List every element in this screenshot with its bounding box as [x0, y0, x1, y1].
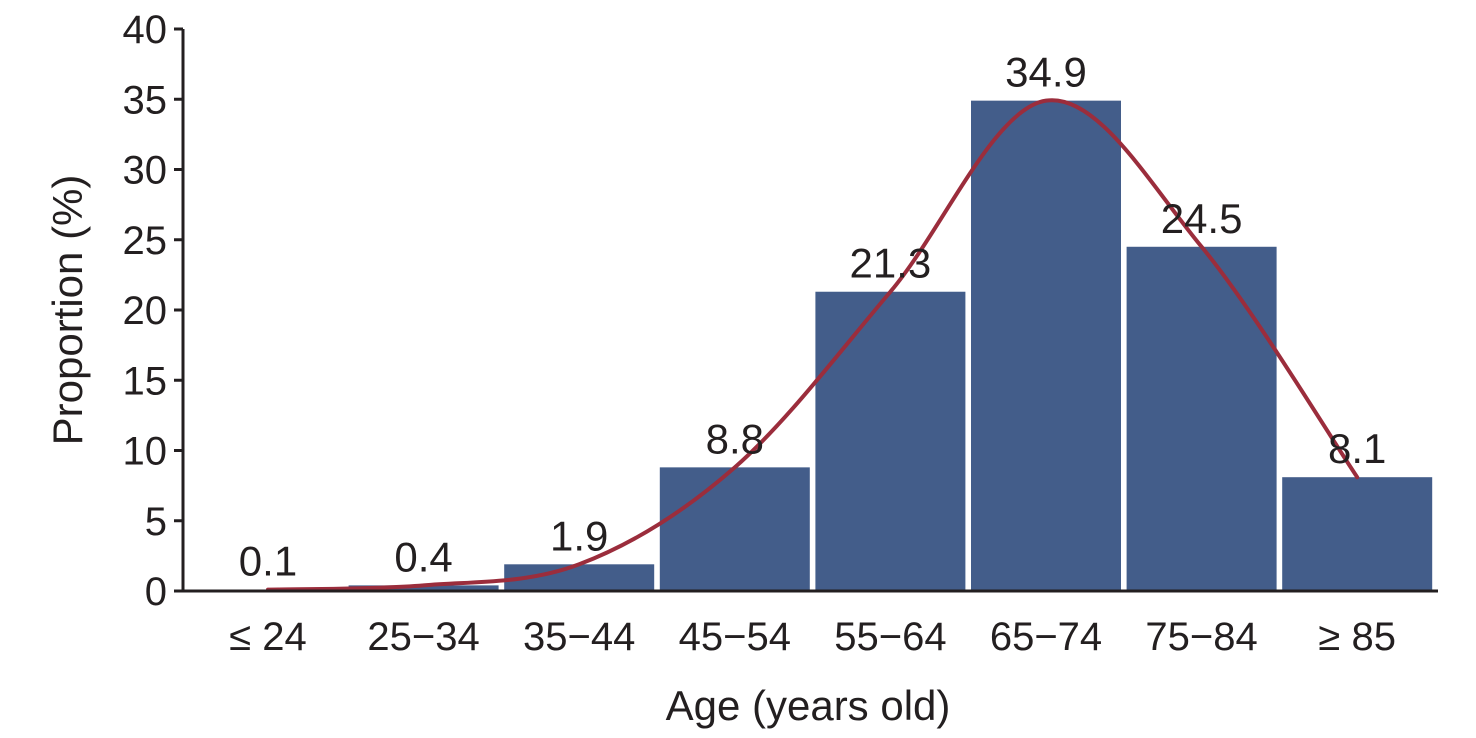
bar-6 — [1126, 246, 1277, 591]
y-tick-label-5: 25 — [123, 219, 168, 263]
data-label-3: 8.8 — [706, 415, 764, 462]
bar-7 — [1282, 477, 1433, 591]
bar-4 — [815, 291, 966, 591]
data-label-6: 24.5 — [1161, 195, 1243, 242]
y-tick-label-2: 10 — [123, 430, 168, 474]
x-tick-label-0: ≤ 24 — [229, 615, 307, 659]
x-tick-label-6: 75−84 — [1145, 615, 1257, 659]
y-tick-label-6: 30 — [123, 149, 168, 193]
y-tick-label-0: 0 — [145, 570, 167, 614]
trend-curve-layer — [266, 98, 1360, 592]
x-tick-label-4: 55−64 — [834, 615, 946, 659]
y-axis-title: Proportion (%) — [44, 175, 91, 446]
x-tick-label-1: 25−34 — [367, 615, 479, 659]
y-tick-label-3: 15 — [123, 359, 168, 403]
y-tick-label-8: 40 — [123, 8, 168, 52]
bar-1 — [348, 585, 499, 591]
y-tick-label-4: 20 — [123, 289, 168, 333]
data-label-2: 1.9 — [550, 512, 608, 559]
data-labels: 0.1 0.4 1.9 8.8 21.3 34.9 24.5 8.1 — [239, 49, 1387, 585]
bar-5 — [971, 100, 1121, 591]
x-tick-labels: ≤ 24 25−34 35−44 45−54 55−64 65−74 75−84 ≥ 85 — [229, 615, 1396, 659]
bars — [193, 100, 1433, 591]
bar-3 — [659, 467, 810, 591]
y-ticks: 0 5 10 15 20 25 30 35 40 — [123, 8, 183, 614]
y-tick-label-7: 35 — [123, 78, 168, 122]
x-tick-label-7: ≥ 85 — [1318, 615, 1396, 659]
trend-curve — [266, 98, 1360, 592]
y-tick-label-1: 5 — [145, 500, 167, 544]
x-axis-title: Age (years old) — [666, 682, 951, 729]
data-label-5: 34.9 — [1005, 49, 1087, 96]
data-label-0: 0.1 — [239, 538, 297, 585]
x-tick-label-3: 45−54 — [679, 615, 791, 659]
data-label-7: 8.1 — [1328, 425, 1386, 472]
x-tick-label-2: 35−44 — [523, 615, 635, 659]
data-label-4: 21.3 — [850, 240, 932, 287]
x-tick-label-5: 65−74 — [990, 615, 1102, 659]
data-label-1: 0.4 — [394, 533, 452, 580]
